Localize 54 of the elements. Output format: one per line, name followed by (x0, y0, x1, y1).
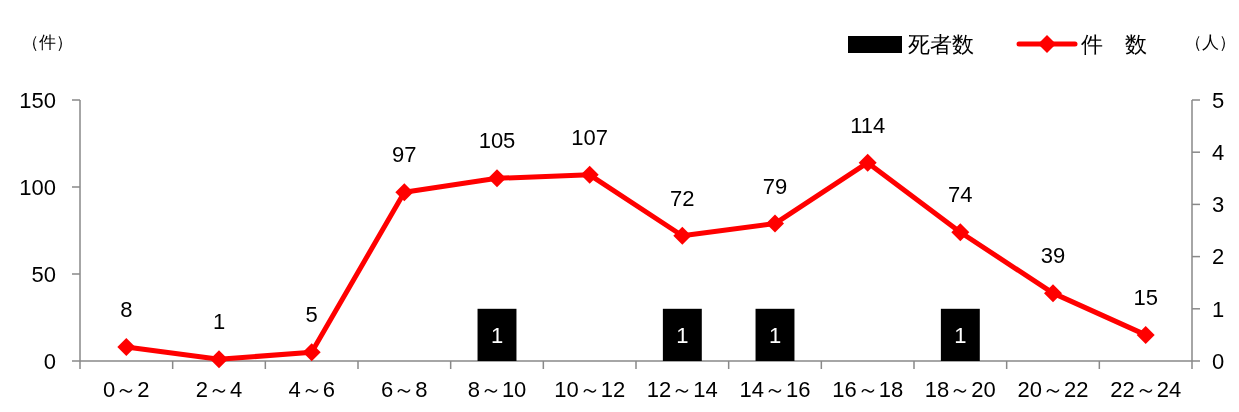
x-tick-label: 14～16 (739, 377, 811, 402)
y2-tick-label: 4 (1212, 139, 1225, 165)
x-tick-label: 18～20 (924, 377, 996, 402)
x-tick-label: 12～14 (646, 377, 718, 402)
y2-tick-label: 0 (1212, 348, 1225, 374)
y2-axis-title: （人） (1185, 33, 1236, 52)
point (488, 169, 506, 188)
x-tick-label: 2～4 (195, 377, 243, 402)
point (1044, 284, 1062, 303)
point (302, 343, 321, 362)
y-tick-label: 0 (43, 348, 56, 374)
data-label: 72 (670, 185, 695, 211)
y2-tick-label: 1 (1212, 296, 1225, 322)
y-tick-label: 100 (19, 174, 56, 200)
data-label: 97 (392, 142, 417, 168)
point (117, 338, 136, 357)
x-tick-label: 0～2 (103, 377, 150, 402)
data-label: 114 (850, 112, 886, 138)
data-label: 105 (478, 128, 516, 154)
data-label: 79 (762, 173, 788, 199)
data-label: 107 (571, 124, 609, 150)
x-tick-label: 16～18 (832, 377, 904, 402)
data-label: 1 (954, 322, 967, 348)
data-label: 39 (1040, 243, 1066, 269)
x-tick-label: 6～8 (381, 377, 428, 402)
data-label: 15 (1133, 284, 1158, 310)
legend-label: 死者数 (908, 31, 974, 57)
x-tick-label: 20～22 (1017, 377, 1089, 402)
y2-tick-label: 3 (1212, 192, 1225, 218)
data-label: 5 (305, 302, 318, 328)
point (951, 223, 970, 242)
data-label: 8 (120, 297, 133, 323)
data-label: 74 (948, 182, 973, 208)
point (395, 183, 414, 202)
data-label: 1 (676, 322, 689, 348)
point (673, 226, 692, 245)
data-label: 1 (212, 309, 226, 335)
x-tick-label: 8～10 (467, 377, 527, 402)
x-tick-label: 4～6 (288, 377, 335, 402)
y-tick-label: 150 (19, 87, 56, 113)
y-tick-label: 50 (31, 261, 56, 287)
y2-tick-label: 5 (1212, 87, 1225, 113)
x-tick-label: 10～12 (554, 377, 626, 402)
legend-label: 件 数 (1081, 31, 1147, 57)
point (766, 214, 784, 233)
point (1136, 325, 1155, 344)
y2-tick-label: 2 (1212, 244, 1225, 270)
point (858, 153, 877, 172)
point (210, 350, 228, 369)
y-axis-title: （件） (22, 33, 73, 52)
data-label: 1 (490, 322, 504, 348)
x-tick-label: 22～24 (1110, 377, 1182, 402)
data-label: 1 (768, 322, 782, 348)
point (580, 165, 599, 184)
